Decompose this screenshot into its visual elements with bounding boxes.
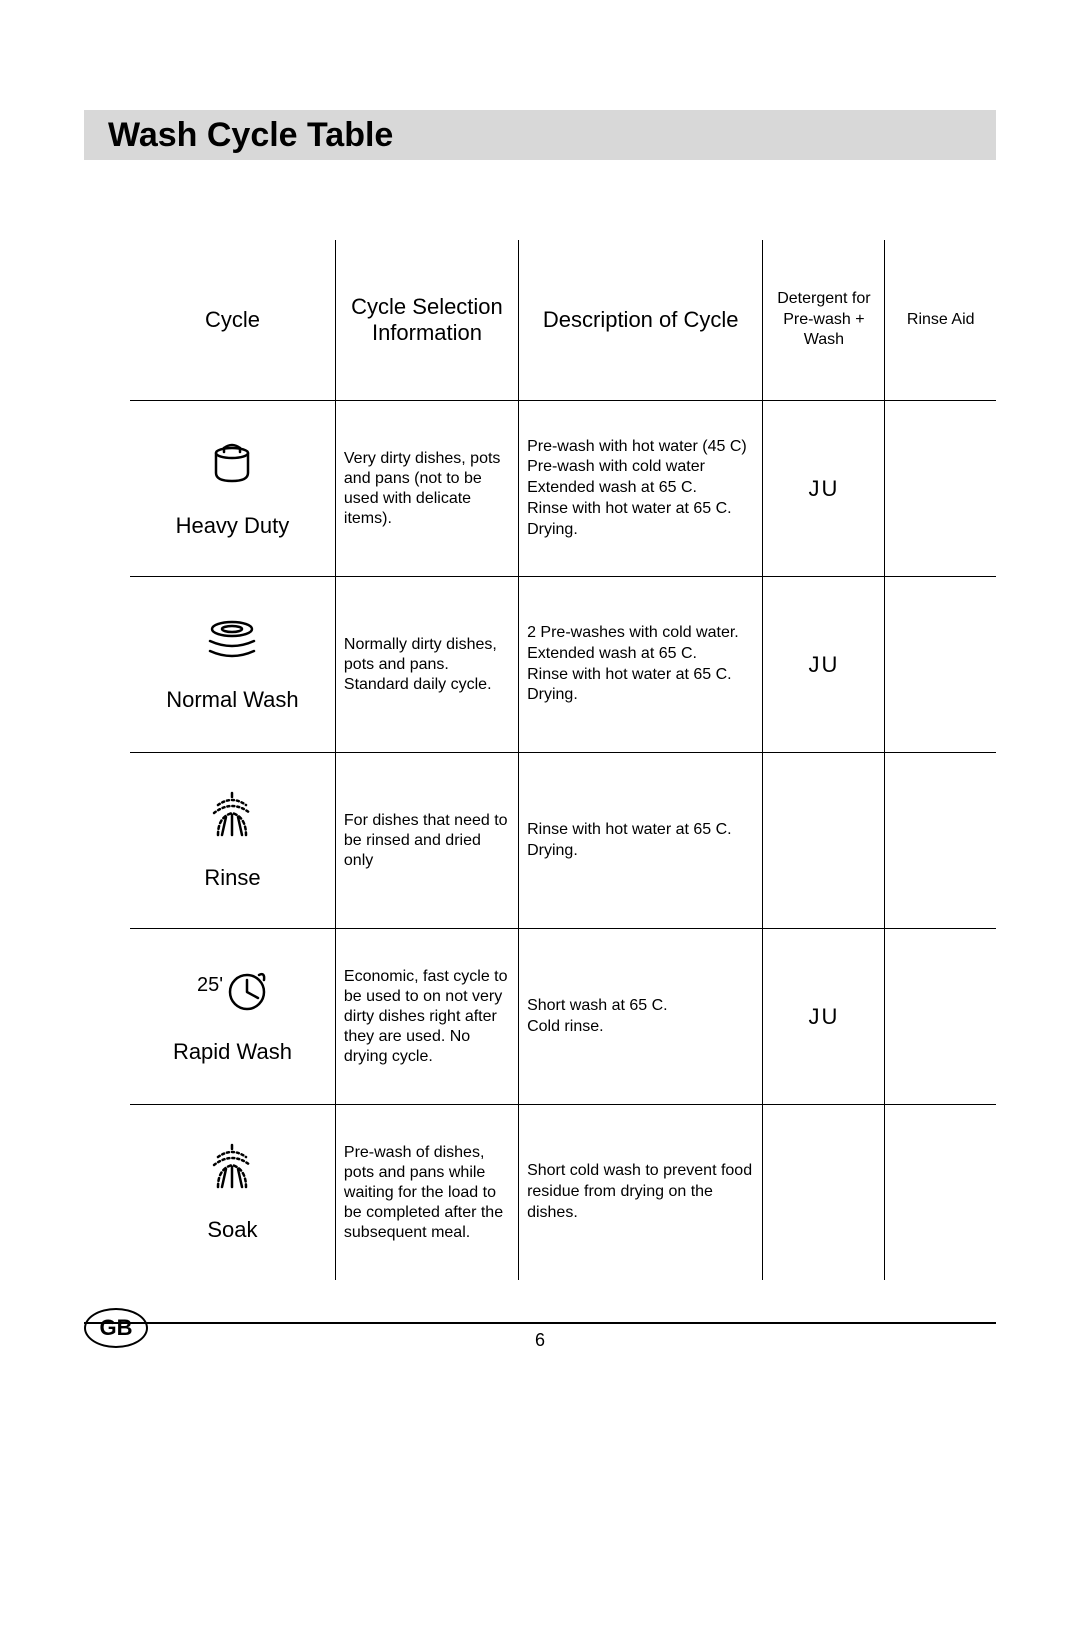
page-footer: 6 <box>84 1322 996 1351</box>
cycle-cell: Normal Wash <box>130 577 335 753</box>
rinse-aid-cell <box>885 577 996 753</box>
page-number: 6 <box>84 1330 996 1351</box>
detergent-cell: JU <box>763 401 885 577</box>
detergent-cell: JU <box>763 929 885 1105</box>
selection-cell: Economic, fast cycle to be used to on no… <box>335 929 518 1105</box>
detergent-cell <box>763 1105 885 1281</box>
rinse-aid-cell <box>885 1105 996 1281</box>
description-cell: 2 Pre-washes with cold water. Extended w… <box>519 577 763 753</box>
col-header-rinse-aid: Rinse Aid <box>885 240 996 401</box>
col-header-description: Description of Cycle <box>519 240 763 401</box>
detergent-cell: JU <box>763 577 885 753</box>
selection-cell: Normally dirty dishes, pots and pans. St… <box>335 577 518 753</box>
table-row: Normal Wash Normally dirty dishes, pots a… <box>130 577 996 753</box>
footer-rule <box>84 1322 996 1324</box>
table-row: Rinse For dishes that need to be rinsed a… <box>130 753 996 929</box>
description-cell: Short wash at 65 C. Cold rinse. <box>519 929 763 1105</box>
cycle-label: Heavy Duty <box>138 513 327 539</box>
rinse-aid-cell <box>885 401 996 577</box>
rinse-aid-cell <box>885 753 996 929</box>
clock-icon: 25' <box>138 969 327 1015</box>
table-header-row: Cycle Cycle Selection Information Descri… <box>130 240 996 401</box>
table-row: Soak Pre-wash of dishes, pots and pans wh… <box>130 1105 996 1281</box>
cycle-cell: Soak <box>130 1105 335 1281</box>
wash-cycle-table: Cycle Cycle Selection Information Descri… <box>130 240 996 1280</box>
col-header-selection: Cycle Selection Information <box>335 240 518 401</box>
wash-cycle-table-container: Cycle Cycle Selection Information Descri… <box>130 240 996 1280</box>
cycle-label: Soak <box>138 1217 327 1243</box>
detergent-cell <box>763 753 885 929</box>
plates-icon <box>138 617 327 663</box>
description-cell: Rinse with hot water at 65 C. Drying. <box>519 753 763 929</box>
pot-icon <box>138 439 327 489</box>
shower-icon <box>138 791 327 841</box>
svg-text:25': 25' <box>197 974 223 996</box>
cycle-cell: 25' Rapid Wash <box>130 929 335 1105</box>
selection-cell: Pre-wash of dishes, pots and pans while … <box>335 1105 518 1281</box>
col-header-detergent: Detergent for Pre-wash + Wash <box>763 240 885 401</box>
shower-icon <box>138 1143 327 1193</box>
title-text: Wash Cycle Table <box>108 116 393 155</box>
table-row: 25' Rapid Wash Economic, fast cycle to be … <box>130 929 996 1105</box>
cycle-cell: Heavy Duty <box>130 401 335 577</box>
table-body: Heavy Duty Very dirty dishes, pots and pa… <box>130 401 996 1281</box>
table-row: Heavy Duty Very dirty dishes, pots and pa… <box>130 401 996 577</box>
cycle-label: Rinse <box>138 865 327 891</box>
cycle-label: Normal Wash <box>138 687 327 713</box>
page-title: Wash Cycle Table <box>84 110 996 160</box>
rinse-aid-cell <box>885 929 996 1105</box>
description-cell: Short cold wash to prevent food residue … <box>519 1105 763 1281</box>
selection-cell: For dishes that need to be rinsed and dr… <box>335 753 518 929</box>
cycle-label: Rapid Wash <box>138 1039 327 1065</box>
selection-cell: Very dirty dishes, pots and pans (not to… <box>335 401 518 577</box>
col-header-cycle: Cycle <box>130 240 335 401</box>
description-cell: Pre-wash with hot water (45 C) Pre-wash … <box>519 401 763 577</box>
cycle-cell: Rinse <box>130 753 335 929</box>
